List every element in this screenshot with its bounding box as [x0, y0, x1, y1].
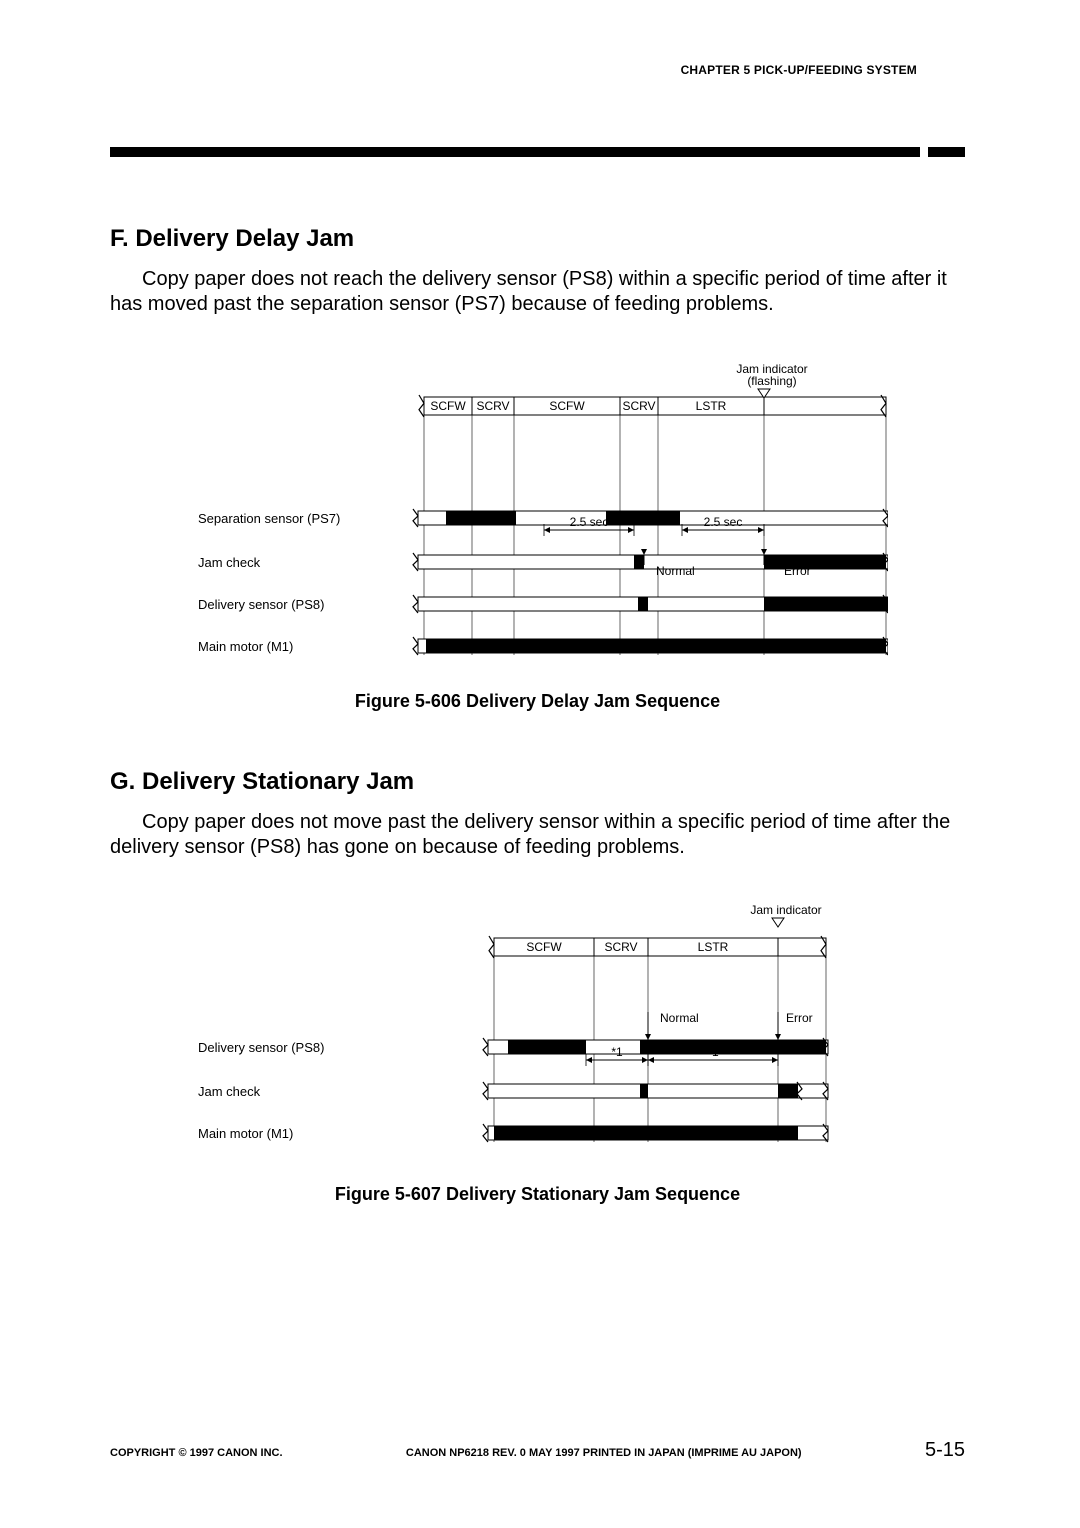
- footer-docinfo: CANON NP6218 REV. 0 MAY 1997 PRINTED IN …: [283, 1447, 925, 1459]
- svg-text:LSTR: LSTR: [695, 399, 726, 413]
- svg-text:LSTR: LSTR: [697, 940, 728, 954]
- svg-text:2.5 sec: 2.5 sec: [569, 515, 608, 529]
- svg-text:Separation sensor (PS7): Separation sensor (PS7): [198, 511, 340, 526]
- chapter-label: CHAPTER 5 PICK-UP/FEEDING SYSTEM: [110, 63, 965, 77]
- section-f-heading: F. Delivery Delay Jam: [110, 225, 965, 253]
- svg-text:SCRV: SCRV: [622, 399, 655, 413]
- svg-text:Jam check: Jam check: [198, 555, 261, 570]
- svg-text:*1: *1: [707, 1045, 719, 1059]
- svg-text:Main motor (M1): Main motor (M1): [198, 639, 293, 654]
- header-rule: [110, 147, 965, 161]
- svg-text:SCRV: SCRV: [476, 399, 509, 413]
- svg-text:SCFW: SCFW: [430, 399, 466, 413]
- svg-text:SCFW: SCFW: [549, 399, 585, 413]
- svg-text:*1: *1: [611, 1045, 623, 1059]
- svg-text:2.5 sec: 2.5 sec: [703, 515, 742, 529]
- figure-606-diagram: SCFWSCRVSCFWSCRVLSTRJam indicator(flashi…: [188, 357, 888, 667]
- section-f-body: Copy paper does not reach the delivery s…: [110, 267, 965, 317]
- svg-text:Jam check: Jam check: [198, 1084, 261, 1099]
- section-g-body: Copy paper does not move past the delive…: [110, 810, 965, 860]
- footer-copyright: COPYRIGHT © 1997 CANON INC.: [110, 1447, 283, 1459]
- svg-text:Error: Error: [784, 564, 811, 578]
- svg-text:(flashing): (flashing): [747, 374, 796, 388]
- section-g-heading: G. Delivery Stationary Jam: [110, 768, 965, 796]
- svg-text:Main motor (M1): Main motor (M1): [198, 1126, 293, 1141]
- figure-607-diagram: SCFW SCRV LSTR Jam indicator Delivery sensor…: [188, 900, 888, 1160]
- svg-text:Error: Error: [786, 1011, 813, 1025]
- footer-pagenum: 5-15: [925, 1439, 965, 1462]
- svg-text:Normal: Normal: [656, 564, 695, 578]
- page-footer: COPYRIGHT © 1997 CANON INC. CANON NP6218…: [110, 1439, 965, 1462]
- svg-text:Delivery sensor (PS8): Delivery sensor (PS8): [198, 597, 324, 612]
- svg-text:Jam indicator: Jam indicator: [750, 903, 821, 917]
- svg-text:Normal: Normal: [660, 1011, 699, 1025]
- svg-text:Delivery sensor (PS8): Delivery sensor (PS8): [198, 1040, 324, 1055]
- page-content: CHAPTER 5 PICK-UP/FEEDING SYSTEM F. Deli…: [110, 85, 965, 1205]
- svg-text:SCRV: SCRV: [604, 940, 637, 954]
- figure-606-caption: Figure 5-606 Delivery Delay Jam Sequence: [110, 691, 965, 712]
- svg-text:SCFW: SCFW: [526, 940, 562, 954]
- figure-607-caption: Figure 5-607 Delivery Stationary Jam Seq…: [110, 1184, 965, 1205]
